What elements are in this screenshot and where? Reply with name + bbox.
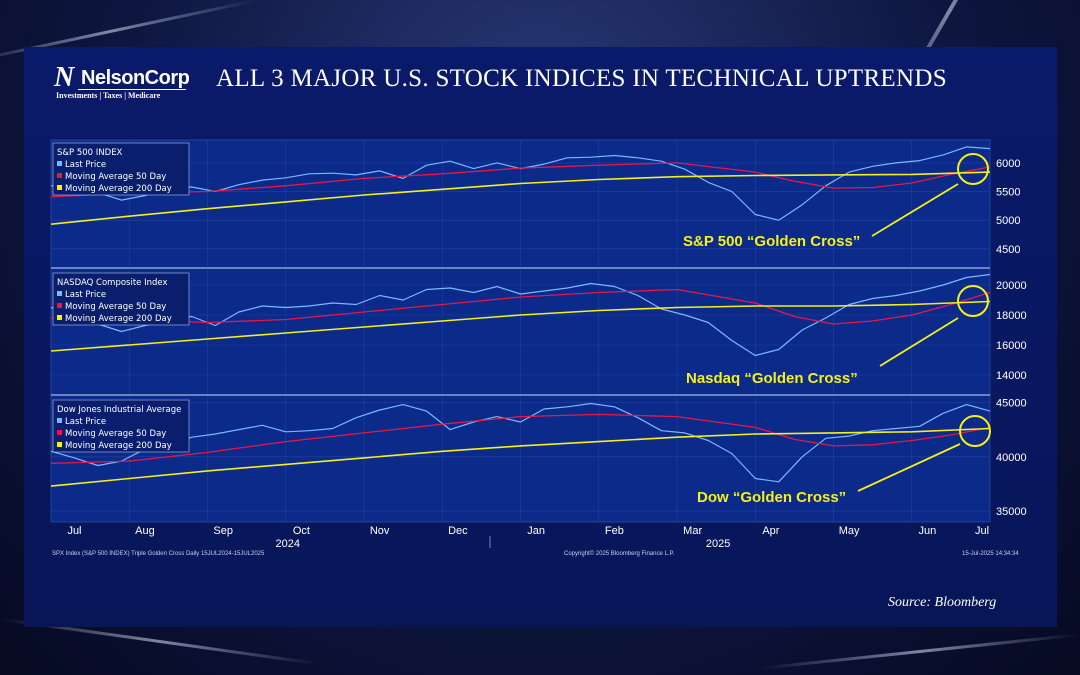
x-tick-label: May bbox=[839, 525, 860, 537]
legend-entry: Last Price bbox=[65, 290, 106, 300]
legend-entry: Moving Average 50 Day bbox=[65, 172, 166, 182]
series-line-moving-average-200-day bbox=[50, 427, 991, 487]
golden-cross-pointer bbox=[879, 317, 959, 367]
footer-left: SPX Index (S&P 500 INDEX) Triple Golden … bbox=[52, 551, 265, 557]
x-tick-label: Jul bbox=[67, 525, 81, 537]
legend: Dow Jones Industrial Average Last Price Mo… bbox=[52, 399, 190, 453]
legend-box bbox=[52, 399, 190, 453]
legend-entry: Last Price bbox=[65, 417, 106, 427]
legend-entry: Moving Average 200 Day bbox=[65, 314, 172, 324]
x-tick-label: Feb bbox=[605, 525, 624, 537]
legend-swatch bbox=[57, 185, 62, 190]
golden-cross-pointer bbox=[871, 183, 959, 237]
golden-cross-pointer bbox=[857, 443, 961, 492]
legend-swatch bbox=[57, 161, 62, 166]
series-line-last-price bbox=[50, 402, 991, 483]
y-tick-label: 6000 bbox=[996, 158, 1020, 170]
legend-swatch bbox=[57, 303, 62, 308]
x-year-label: 2025 bbox=[706, 538, 730, 550]
legend-title: S&P 500 INDEX bbox=[57, 148, 123, 158]
legend-title: Dow Jones Industrial Average bbox=[57, 405, 181, 415]
series-line-moving-average-200-day bbox=[50, 300, 991, 352]
x-tick-label: Jul bbox=[975, 525, 989, 537]
logo-name: NelsonCorp bbox=[81, 67, 190, 89]
logo-n-icon: N bbox=[54, 62, 75, 93]
logo-tagline: Investments | Taxes | Medicare bbox=[56, 91, 161, 100]
x-tick-label: Jun bbox=[919, 525, 937, 537]
series-line-moving-average-50-day bbox=[50, 162, 991, 198]
series-line-moving-average-50-day bbox=[50, 288, 991, 325]
legend-swatch bbox=[57, 418, 62, 423]
legend-title: NASDAQ Composite Index bbox=[57, 278, 168, 288]
source-note: Source: Bloomberg bbox=[888, 595, 997, 610]
legend-entry: Moving Average 50 Day bbox=[65, 429, 166, 439]
series-line-moving-average-50-day bbox=[50, 413, 991, 464]
y-tick-label: 45000 bbox=[996, 397, 1027, 409]
legend-entry: Moving Average 200 Day bbox=[65, 184, 172, 194]
x-tick-label: Sep bbox=[213, 525, 233, 537]
chart-root: 4500 5000 5500 6000 S&P 500 INDEX Last Price M… bbox=[50, 139, 1027, 550]
legend-box bbox=[52, 272, 190, 326]
golden-cross-label: S&P 500 “Golden Cross” bbox=[683, 233, 860, 250]
nelsoncorp-logo: N NelsonCorp Investments | Taxes | Medic… bbox=[54, 62, 194, 100]
y-tick-label: 5500 bbox=[996, 187, 1020, 199]
x-tick-label: Oct bbox=[293, 525, 310, 537]
golden-cross-circle bbox=[957, 153, 989, 185]
legend-box bbox=[52, 142, 190, 196]
panel-3: 35000 40000 45000 Dow Jones Industrial Aver… bbox=[50, 394, 1027, 522]
slide-title: ALL 3 MAJOR U.S. STOCK INDICES IN TECHNI… bbox=[216, 65, 947, 92]
x-tick-label: Jan bbox=[527, 525, 545, 537]
y-tick-label: 20000 bbox=[996, 280, 1027, 292]
y-tick-label: 4500 bbox=[996, 244, 1020, 256]
legend-entry: Moving Average 200 Day bbox=[65, 441, 172, 451]
y-tick-label: 40000 bbox=[996, 452, 1027, 464]
logo-rule bbox=[78, 89, 186, 90]
y-tick-label: 5000 bbox=[996, 215, 1020, 227]
legend-swatch bbox=[57, 430, 62, 435]
x-tick-label: Mar bbox=[683, 525, 702, 537]
golden-cross-label: Nasdaq “Golden Cross” bbox=[686, 370, 858, 387]
x-tick-label: Apr bbox=[762, 525, 779, 537]
footer-center: Copyright© 2025 Bloomberg Finance L.P. bbox=[564, 550, 675, 557]
y-tick-label: 14000 bbox=[996, 370, 1027, 382]
legend-swatch bbox=[57, 173, 62, 178]
golden-cross-circle bbox=[959, 415, 991, 447]
legend-swatch bbox=[57, 291, 62, 296]
x-tick-label: Aug bbox=[135, 525, 155, 537]
legend: S&P 500 INDEX Last Price Moving Average 50… bbox=[52, 142, 190, 196]
legend: NASDAQ Composite Index Last Price Moving A… bbox=[52, 272, 190, 326]
panel-1: 4500 5000 5500 6000 S&P 500 INDEX Last Price M… bbox=[50, 140, 1020, 266]
x-tick-label: Dec bbox=[448, 525, 468, 537]
y-tick-label: 35000 bbox=[996, 506, 1027, 518]
legend-swatch bbox=[57, 315, 62, 320]
golden-cross-circle bbox=[957, 285, 989, 317]
panel-2: 14000 16000 18000 20000 NASDAQ Composite Ind… bbox=[50, 267, 1027, 393]
golden-cross-label: Dow “Golden Cross” bbox=[697, 489, 846, 506]
y-tick-label: 18000 bbox=[996, 310, 1027, 322]
series-line-moving-average-200-day bbox=[50, 171, 991, 225]
x-year-label: 2024 bbox=[276, 538, 300, 550]
footer-right: 15-Jul-2025 14:34:34 bbox=[962, 551, 1019, 557]
x-tick-label: Nov bbox=[370, 525, 390, 537]
legend-entry: Moving Average 50 Day bbox=[65, 302, 166, 312]
y-tick-label: 16000 bbox=[996, 340, 1027, 352]
legend-swatch bbox=[57, 442, 62, 447]
legend-entry: Last Price bbox=[65, 160, 106, 170]
